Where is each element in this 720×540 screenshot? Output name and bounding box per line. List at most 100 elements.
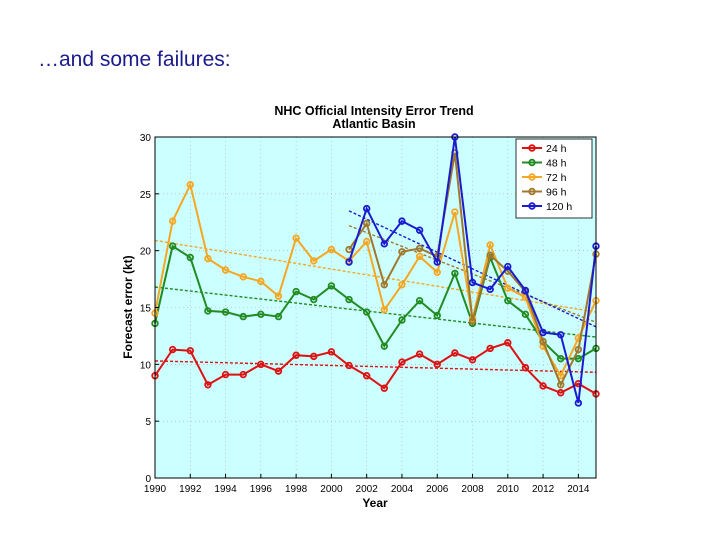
data-point-72h bbox=[204, 254, 212, 263]
data-point-24h bbox=[380, 384, 389, 392]
data-point-24h bbox=[521, 364, 530, 372]
y-axis-label: Forecast error (kt) bbox=[121, 255, 135, 358]
legend-label-48h: 48 h bbox=[546, 158, 567, 170]
data-point-24h bbox=[221, 370, 230, 379]
legend-marker-72h bbox=[528, 173, 536, 181]
data-point-72h bbox=[486, 241, 494, 249]
chart-subtitle: Atlantic Basin bbox=[332, 117, 415, 131]
data-point-120h bbox=[380, 240, 389, 248]
data-point-48h bbox=[380, 342, 389, 350]
data-point-24h bbox=[327, 348, 336, 356]
trend-lines bbox=[154, 210, 597, 373]
data-point-120h bbox=[504, 262, 512, 271]
x-tick-label: 2004 bbox=[391, 484, 414, 495]
data-point-24h bbox=[398, 358, 406, 366]
data-point-48h bbox=[292, 287, 300, 296]
trend-line-72h bbox=[154, 239, 597, 313]
data-point-48h bbox=[221, 308, 230, 316]
data-point-72h bbox=[362, 237, 371, 246]
data-point-48h bbox=[204, 307, 212, 315]
x-tick-label: 2000 bbox=[320, 484, 343, 495]
data-point-96h bbox=[415, 244, 424, 253]
data-point-72h bbox=[415, 252, 424, 261]
data-point-96h bbox=[362, 219, 371, 228]
data-point-72h bbox=[451, 208, 459, 216]
data-point-72h bbox=[257, 277, 265, 286]
legend-marker-96h bbox=[528, 187, 536, 196]
data-point-120h bbox=[415, 226, 424, 234]
data-point-120h bbox=[521, 286, 530, 295]
y-tick-label: 30 bbox=[140, 133, 152, 144]
x-tick-label: 1996 bbox=[250, 484, 273, 495]
y-tick-label: 15 bbox=[140, 304, 152, 315]
data-point-96h bbox=[574, 345, 583, 354]
data-point-120h bbox=[345, 258, 353, 266]
legend-label-96h: 96 h bbox=[546, 187, 567, 199]
data-point-72h bbox=[168, 217, 177, 225]
legend-label-120h: 120 h bbox=[546, 201, 572, 213]
data-point-24h bbox=[362, 372, 371, 380]
data-point-48h bbox=[168, 242, 177, 250]
trend-line-24h bbox=[154, 360, 597, 373]
data-point-24h bbox=[204, 381, 212, 389]
data-point-48h bbox=[239, 312, 247, 321]
data-point-72h bbox=[221, 266, 230, 274]
data-point-48h bbox=[362, 308, 371, 316]
series-line-96h bbox=[348, 152, 597, 388]
data-point-24h bbox=[345, 361, 353, 370]
data-series bbox=[151, 133, 600, 407]
data-point-48h bbox=[504, 296, 512, 305]
data-point-24h bbox=[539, 382, 547, 390]
data-point-120h bbox=[433, 258, 441, 266]
data-point-120h bbox=[486, 285, 494, 294]
x-tick-label: 2010 bbox=[497, 484, 520, 495]
x-tick-label: 2012 bbox=[532, 484, 555, 495]
x-tick-label: 1990 bbox=[144, 484, 167, 495]
data-point-120h bbox=[557, 331, 565, 339]
data-point-72h bbox=[327, 245, 336, 254]
data-point-24h bbox=[486, 344, 494, 353]
chart-title: NHC Official Intensity Error Trend bbox=[274, 104, 473, 118]
data-point-96h bbox=[539, 337, 547, 346]
trend-line-96h bbox=[348, 225, 597, 323]
data-point-96h bbox=[345, 245, 353, 254]
data-point-120h bbox=[398, 217, 406, 225]
data-point-120h bbox=[539, 328, 547, 337]
legend-label-72h: 72 h bbox=[546, 172, 567, 184]
axis-ticks: 1990 1992 1994 1996 1998 2000 2002 2004 2006 2008… bbox=[140, 133, 590, 495]
slide-heading: …and some failures: bbox=[38, 48, 231, 71]
data-point-24h bbox=[239, 370, 247, 379]
y-tick-label: 25 bbox=[140, 190, 152, 201]
trend-line-120h bbox=[348, 210, 597, 328]
data-point-72h bbox=[380, 306, 389, 314]
series-line-120h bbox=[348, 136, 597, 404]
x-tick-label: 1992 bbox=[179, 484, 202, 495]
data-point-24h bbox=[504, 339, 512, 347]
data-point-72h bbox=[504, 284, 512, 292]
data-point-48h bbox=[521, 310, 530, 319]
data-point-24h bbox=[292, 351, 300, 359]
data-point-72h bbox=[292, 234, 300, 242]
data-point-48h bbox=[415, 296, 424, 305]
legend-marker-24h bbox=[528, 144, 536, 152]
data-point-120h bbox=[362, 204, 371, 213]
data-point-48h bbox=[433, 311, 441, 320]
data-point-72h bbox=[274, 292, 283, 300]
legend: 24 h 48 h 72 h 96 h 120 h bbox=[515, 138, 593, 219]
y-tick-label: 10 bbox=[140, 360, 152, 371]
data-point-72h bbox=[310, 257, 318, 265]
y-tick-label: 20 bbox=[140, 247, 152, 258]
x-axis-label: Year bbox=[362, 496, 388, 510]
data-point-120h bbox=[468, 278, 477, 287]
legend-marker-120h bbox=[528, 202, 536, 210]
x-tick-label: 2008 bbox=[461, 484, 484, 495]
legend-marker-48h bbox=[528, 158, 536, 167]
data-point-48h bbox=[557, 354, 565, 363]
data-point-48h bbox=[345, 295, 353, 304]
data-point-96h bbox=[468, 317, 477, 325]
x-tick-label: 2006 bbox=[426, 484, 449, 495]
data-point-120h bbox=[574, 399, 583, 407]
data-point-48h bbox=[327, 282, 336, 290]
trend-line-48h bbox=[154, 286, 597, 338]
